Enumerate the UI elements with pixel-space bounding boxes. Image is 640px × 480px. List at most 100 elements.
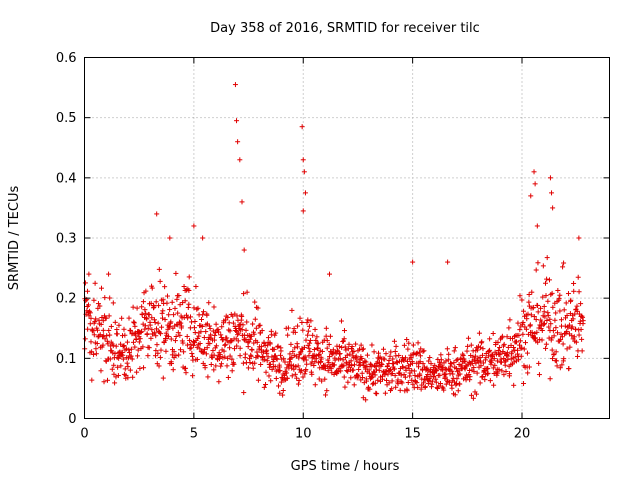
data-point [499,333,505,339]
data-point [375,350,381,356]
data-point [443,381,449,387]
data-point [154,211,160,217]
data-point [573,339,579,345]
data-point [406,340,412,346]
data-point [118,341,124,347]
data-point [277,390,283,396]
data-point [389,386,395,392]
data-point [406,366,412,372]
data-point [152,319,158,325]
data-point [489,357,495,363]
data-point [120,343,126,349]
data-point [153,348,159,354]
chart-title: Day 358 of 2016, SRMTID for receiver til… [210,21,480,36]
data-point [256,323,262,329]
data-point [208,362,214,368]
x-tick-label: 0 [80,427,88,442]
data-point [341,336,347,342]
data-point [322,376,328,382]
data-point [293,364,299,370]
data-point [556,296,562,302]
data-point [164,293,170,299]
data-point [245,365,251,371]
data-point [261,384,267,390]
data-point [106,271,112,277]
data-point [224,335,230,341]
data-point [569,324,575,330]
data-point [176,293,182,299]
data-point [252,299,258,305]
data-point [250,365,256,371]
data-point [478,345,484,351]
data-point [144,316,150,322]
data-point [177,302,183,308]
data-point [307,337,313,343]
data-point [186,274,192,280]
data-point [109,366,115,372]
data-point [130,339,136,345]
data-point [202,365,208,371]
data-point [560,341,566,347]
data-point [198,329,204,335]
data-point [311,363,317,369]
data-point [303,357,309,363]
data-point [91,332,97,338]
data-point [244,319,250,325]
data-point [140,299,146,305]
data-point [202,346,208,352]
data-point [169,352,175,358]
data-point [449,368,455,374]
data-point [111,362,117,368]
data-point [168,319,174,325]
data-point [223,317,229,323]
data-point [302,371,308,377]
data-point [292,371,298,377]
data-point [398,372,404,378]
data-point [482,377,488,383]
data-point [401,342,407,348]
data-point [218,332,224,338]
data-point [554,363,560,369]
data-point [296,378,302,384]
data-point [400,364,406,370]
data-point [304,361,310,367]
y-tick-label: 0 [68,412,76,427]
data-point [475,347,481,353]
data-point [119,315,125,321]
data-point [495,370,501,376]
data-point [543,345,549,351]
data-point [563,300,569,306]
data-point [541,322,547,328]
data-point [574,303,580,309]
data-point [165,334,171,340]
data-point [143,310,149,316]
data-point [536,360,542,366]
data-point [157,278,163,284]
data-point [188,345,194,351]
data-point [470,395,476,401]
data-point [237,345,243,351]
data-point [122,366,128,372]
data-point [287,351,293,357]
data-point [351,362,357,368]
data-point [416,349,422,355]
data-point [501,372,507,378]
data-point [106,327,112,333]
data-point [327,271,332,277]
data-point [284,375,290,381]
data-point [534,329,540,335]
data-point [373,364,379,370]
data-point [290,348,296,354]
data-point [335,369,341,375]
data-point [149,285,155,291]
data-point [565,291,571,297]
data-point [541,321,547,327]
data-point [464,348,470,354]
data-point [274,356,280,362]
data-point [128,346,134,352]
data-point [131,319,137,325]
data-point [554,330,560,336]
data-point [360,346,366,352]
data-point [552,317,558,323]
data-point [316,351,322,357]
